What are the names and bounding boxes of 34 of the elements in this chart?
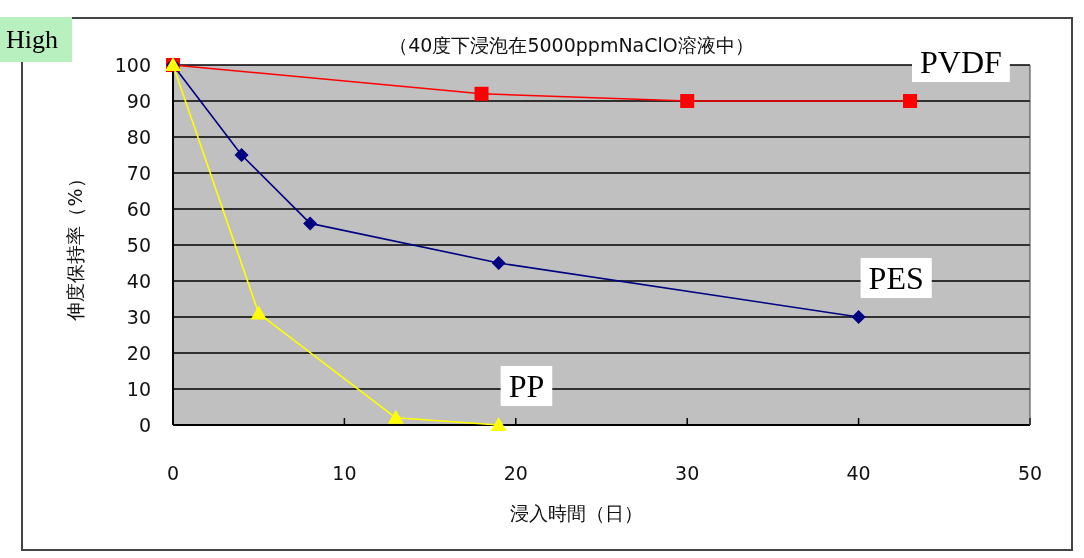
x-tick-label: 20: [503, 462, 528, 484]
y-tick-label: 40: [126, 270, 151, 292]
y-tick-label: 70: [126, 162, 151, 184]
series-label: PES: [868, 260, 924, 296]
x-tick-label: 0: [166, 462, 180, 484]
point: [851, 310, 866, 324]
x-axis-title: 浸入時間（日）: [510, 502, 643, 524]
point: [474, 86, 489, 101]
annotation: High: [0, 17, 72, 62]
y-tick-label: 100: [114, 54, 151, 76]
y-tick-label: 10: [126, 378, 151, 400]
series-label: PP: [508, 368, 545, 404]
x-tick-label: 10: [332, 462, 357, 484]
y-tick-label: 80: [126, 126, 151, 148]
y-axis-title: 伸度保持率（%）: [64, 169, 86, 322]
y-tick-label: 90: [126, 90, 151, 112]
point: [680, 94, 695, 108]
series-label: PVDF: [920, 44, 1002, 80]
point: [250, 305, 267, 320]
point: [387, 409, 404, 424]
point: [303, 216, 318, 231]
point: [491, 256, 506, 270]
y-tick-label: 50: [126, 234, 151, 256]
point: [234, 148, 249, 162]
y-tick-label: 60: [126, 198, 151, 220]
x-tick-label: 30: [675, 462, 700, 484]
point: [903, 94, 918, 108]
chart-title: （40度下浸泡在5000ppmNaClO溶液中）: [389, 34, 754, 56]
y-tick-label: 30: [126, 306, 151, 328]
y-tick-label: 20: [126, 342, 151, 364]
point: [490, 417, 507, 431]
y-tick-label: 0: [138, 414, 151, 436]
x-tick-label: 40: [846, 462, 871, 484]
x-tick-label: 50: [1017, 462, 1043, 484]
